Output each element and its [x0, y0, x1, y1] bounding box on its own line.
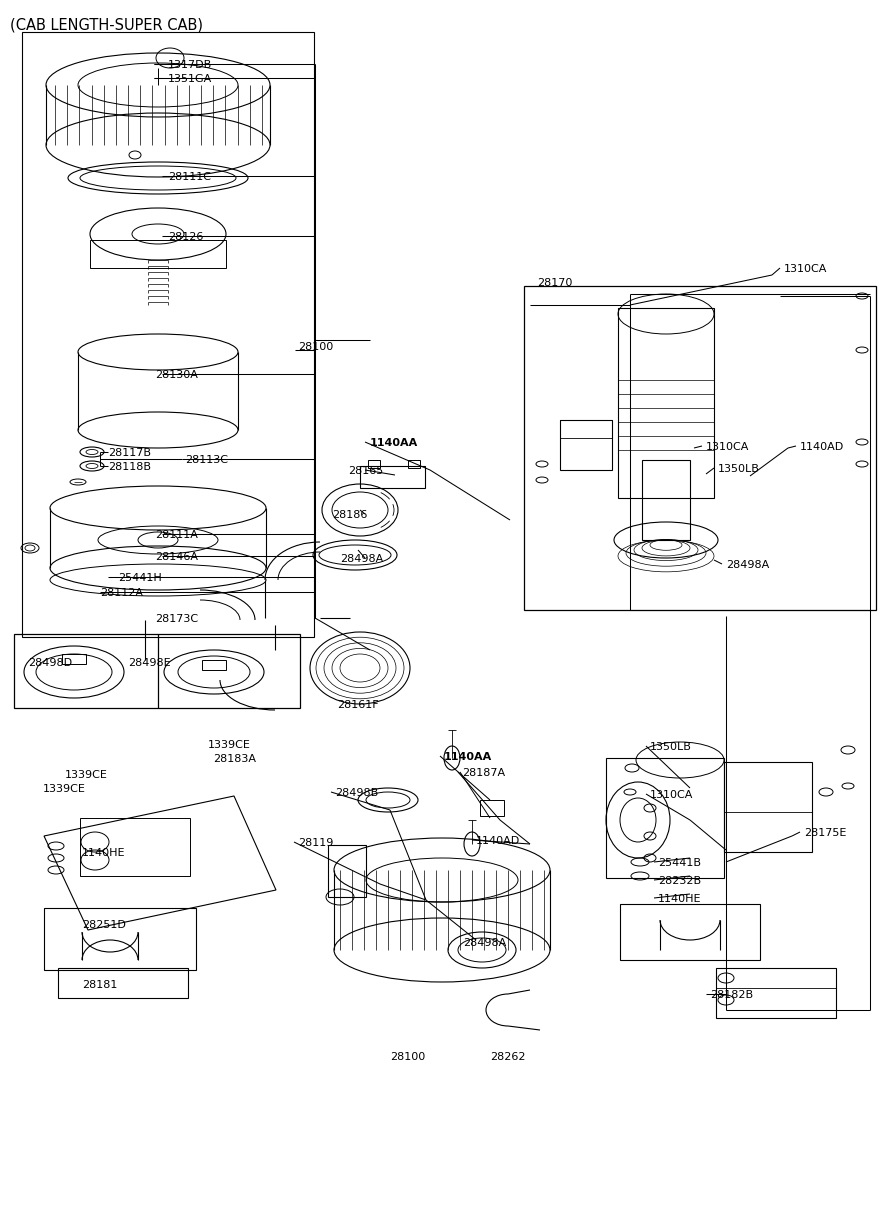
Text: 28498A: 28498A	[340, 553, 384, 564]
Text: 1310CA: 1310CA	[784, 264, 828, 274]
Bar	[62, 654, 86, 664]
Text: 28182B: 28182B	[710, 991, 753, 1000]
Bar	[368, 460, 380, 467]
Text: 28146A: 28146A	[155, 552, 198, 562]
Text: 1339CE: 1339CE	[208, 740, 251, 750]
Text: 28119: 28119	[298, 838, 333, 848]
Bar	[642, 460, 690, 540]
Bar	[480, 800, 504, 816]
Text: 28183A: 28183A	[213, 754, 256, 764]
Text: 28130A: 28130A	[155, 371, 198, 380]
Text: 1310CA: 1310CA	[650, 790, 694, 800]
Text: 28262: 28262	[490, 1052, 525, 1062]
Bar	[90, 240, 226, 268]
Bar	[22, 31, 314, 637]
Text: 28100: 28100	[298, 342, 333, 352]
Text: 28113C: 28113C	[185, 455, 228, 465]
Bar	[80, 817, 190, 876]
Text: 28498E: 28498E	[128, 658, 171, 668]
Text: 1310CA: 1310CA	[706, 442, 750, 452]
Text: 1140AA: 1140AA	[444, 752, 493, 762]
Text: 28232B: 28232B	[658, 876, 701, 886]
Text: 28161F: 28161F	[337, 700, 378, 710]
Bar	[618, 308, 714, 498]
Text: 1317DB: 1317DB	[168, 61, 213, 70]
Text: 28112A: 28112A	[100, 589, 143, 598]
Text: 1140AD: 1140AD	[476, 836, 520, 846]
Text: 28170: 28170	[537, 279, 572, 288]
Bar	[560, 420, 612, 438]
Text: 1140AA: 1140AA	[370, 438, 418, 448]
Bar	[408, 460, 420, 467]
Text: 25441H: 25441H	[118, 573, 162, 582]
Text: 25441B: 25441B	[658, 859, 701, 868]
Text: 1140HE: 1140HE	[82, 848, 126, 859]
Text: 28117B: 28117B	[108, 448, 151, 458]
Text: 28118B: 28118B	[108, 463, 151, 472]
Text: (CAB LENGTH-SUPER CAB): (CAB LENGTH-SUPER CAB)	[10, 18, 203, 33]
Text: 28100: 28100	[390, 1052, 425, 1062]
Text: 28187A: 28187A	[462, 768, 505, 777]
Text: 28186: 28186	[332, 510, 368, 520]
Text: 28498D: 28498D	[28, 658, 72, 668]
Bar	[524, 286, 876, 610]
Bar	[724, 762, 812, 853]
Text: 28126: 28126	[168, 233, 204, 242]
Bar	[360, 466, 425, 488]
Bar	[716, 968, 836, 1018]
Text: 28181: 28181	[82, 980, 117, 991]
Text: 1140HE: 1140HE	[658, 894, 702, 903]
Text: 1351GA: 1351GA	[168, 74, 213, 84]
Text: 1339CE: 1339CE	[43, 784, 86, 794]
Bar	[14, 635, 300, 708]
Text: 28111C: 28111C	[168, 172, 211, 182]
Text: 1350LB: 1350LB	[718, 464, 760, 474]
Text: 1339CE: 1339CE	[65, 770, 108, 780]
Text: 1140AD: 1140AD	[800, 442, 844, 452]
Bar	[560, 420, 612, 470]
Text: 28165: 28165	[348, 466, 384, 476]
Text: 1350LB: 1350LB	[650, 742, 692, 752]
Text: 28111A: 28111A	[155, 530, 198, 540]
Text: 28175E: 28175E	[804, 828, 846, 838]
Bar	[202, 660, 226, 670]
Text: 28498A: 28498A	[726, 559, 769, 570]
Bar	[58, 968, 188, 998]
Text: 28498A: 28498A	[463, 939, 506, 948]
Text: 28251D: 28251D	[82, 920, 126, 930]
Text: 28498B: 28498B	[335, 788, 378, 798]
Text: 28173C: 28173C	[155, 614, 198, 624]
Bar	[606, 758, 724, 878]
Bar	[328, 845, 366, 897]
